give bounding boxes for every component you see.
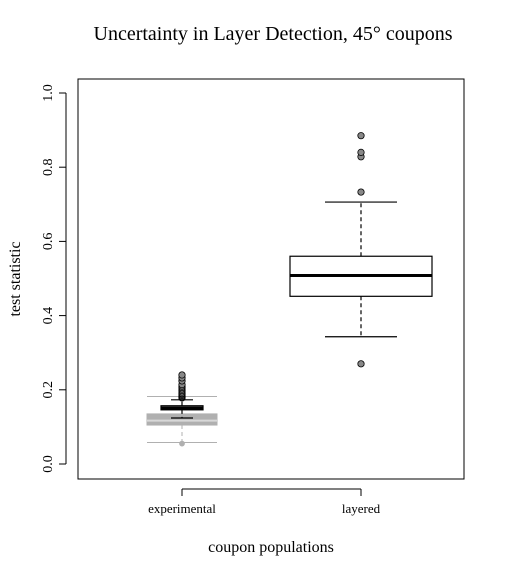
y-tick-label-4: 0.8: [41, 158, 56, 176]
y-tick-label-2: 0.4: [41, 307, 56, 325]
outlier-point-0: [179, 440, 185, 447]
x-tick-label-experimental: experimental: [148, 501, 216, 516]
outlier-point-3: [357, 148, 365, 156]
box-series: [146, 132, 433, 447]
x-tick-label-layered: layered: [342, 501, 381, 516]
y-axis-title: test statistic: [7, 241, 24, 316]
outlier-point-14: [178, 371, 186, 379]
box-iqr: [146, 413, 218, 426]
outlier-point-4: [357, 132, 365, 140]
outlier-point-1: [357, 188, 365, 196]
x-axis-title: coupon populations: [208, 539, 334, 556]
plot-frame: [77, 78, 465, 480]
y-tick-label-3: 0.6: [41, 233, 56, 251]
y-tick-label-1: 0.2: [41, 381, 56, 399]
box-layered-black: [289, 132, 433, 368]
box-experimental-black: [160, 371, 204, 419]
outlier-point-0: [357, 360, 365, 368]
y-tick-label-0: 0.0: [41, 455, 56, 473]
chart-title: Uncertainty in Layer Detection, 45° coup…: [94, 23, 453, 45]
y-tick-label-5: 1.0: [41, 84, 56, 102]
x-axis: experimental layered: [148, 488, 381, 516]
y-axis: 0.0 0.2 0.4 0.6 0.8 1.0: [41, 84, 67, 473]
